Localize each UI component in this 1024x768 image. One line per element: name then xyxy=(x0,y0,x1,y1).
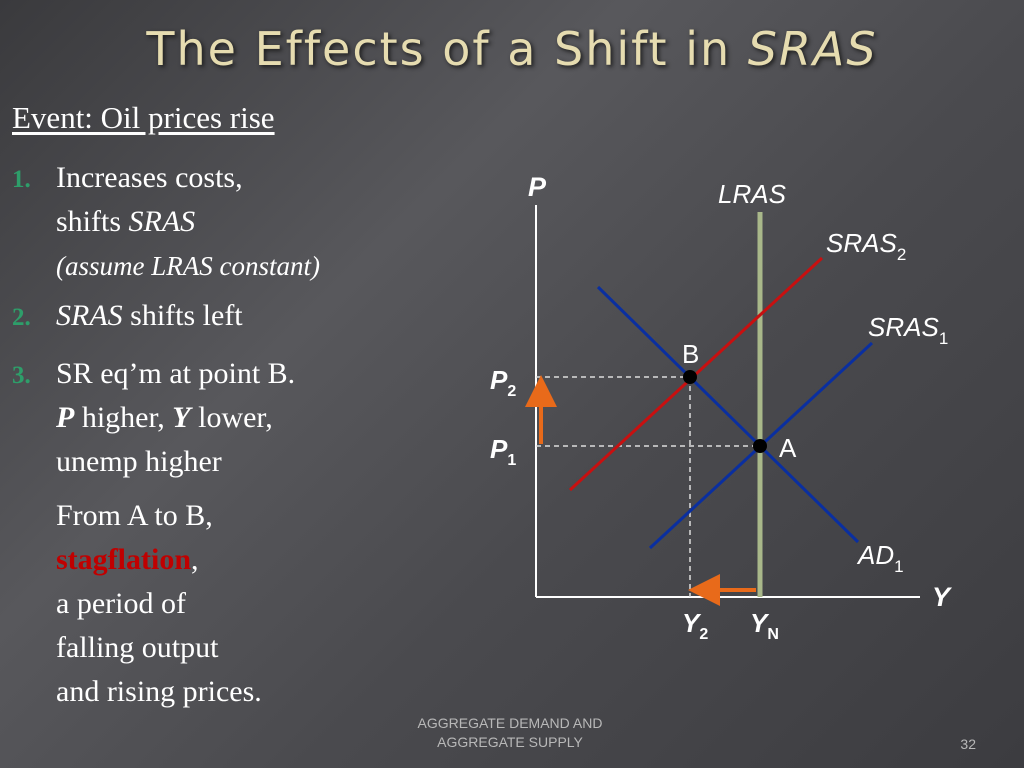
axis-p-label: P xyxy=(528,172,547,202)
list-number-2: 2. xyxy=(12,304,31,331)
p2-sub: 2 xyxy=(507,383,516,400)
ad1-curve xyxy=(596,285,860,544)
sras1-main: SRAS xyxy=(868,312,939,342)
y2-label: Y2 xyxy=(682,608,708,643)
conclusion-text: From A to B, stagflation, a period of fa… xyxy=(56,494,262,714)
ad1-label: AD1 xyxy=(856,540,904,576)
list-number-1: 1. xyxy=(12,166,31,193)
p1-label: P1 xyxy=(490,434,516,469)
footer-line2: AGGREGATE SUPPLY xyxy=(437,734,583,750)
item1-line3: (assume LRAS constant) xyxy=(56,251,320,281)
y2-sub: 2 xyxy=(699,626,708,643)
footer-line1: AGGREGATE DEMAND AND xyxy=(417,715,603,731)
point-b-label: B xyxy=(682,339,699,369)
item3-line2: P higher, Y lower, xyxy=(56,396,295,440)
item3-mid: higher, xyxy=(74,401,173,434)
axis-y-label: Y xyxy=(932,582,953,612)
ad1-sub: 1 xyxy=(894,557,903,576)
conclusion-line4: falling output xyxy=(56,631,219,664)
slide-title-italic: SRAS xyxy=(747,22,878,76)
page-number: 32 xyxy=(960,736,976,752)
point-a-dot xyxy=(753,439,767,453)
item2-sras: SRAS xyxy=(56,299,123,332)
stagflation-highlight: stagflation xyxy=(56,543,191,576)
conclusion-line5: and rising prices. xyxy=(56,675,262,708)
event-heading: Event: Oil prices rise xyxy=(12,100,275,135)
point-b-dot xyxy=(683,370,697,384)
yn-main: Y xyxy=(750,608,770,638)
sras2-main: SRAS xyxy=(826,228,897,258)
item1-sras: SRAS xyxy=(128,205,196,238)
point-a-label: A xyxy=(779,433,797,463)
slide-title-text: The Effects of a Shift in xyxy=(146,22,748,76)
slide-title: The Effects of a Shift in SRAS xyxy=(0,22,1024,76)
list-text-2: SRAS shifts left xyxy=(56,294,243,338)
lras-label: LRAS xyxy=(718,179,787,209)
list-number-3: 3. xyxy=(12,362,31,389)
sras1-sub: 1 xyxy=(939,329,948,348)
y2-main: Y xyxy=(682,608,702,638)
item1-line1: Increases costs, xyxy=(56,161,243,194)
conclusion-comma: , xyxy=(191,543,199,576)
item3-line1: SR eq’m at point B. xyxy=(56,357,296,390)
slide-footer: AGGREGATE DEMAND AND AGGREGATE SUPPLY xyxy=(380,714,640,752)
item2-text: shifts left xyxy=(122,299,243,332)
item3-p: P xyxy=(56,401,75,434)
conclusion-line3: a period of xyxy=(56,587,186,620)
item3-y: Y xyxy=(172,401,191,434)
list-text-3: SR eq’m at point B. P higher, Y lower, u… xyxy=(56,352,295,484)
p2-main: P xyxy=(490,365,508,395)
yn-label: YN xyxy=(750,608,779,643)
p1-main: P xyxy=(490,434,508,464)
sras1-label: SRAS1 xyxy=(868,312,948,348)
yn-sub: N xyxy=(767,626,779,643)
item1-line2-prefix: shifts xyxy=(56,205,129,238)
item3-end: lower, xyxy=(190,401,273,434)
conclusion-line2: stagflation, xyxy=(56,538,262,582)
ad1-main: AD xyxy=(856,540,894,570)
item3-line3: unemp higher xyxy=(56,445,222,478)
p2-label: P2 xyxy=(490,365,516,400)
sras2-label: SRAS2 xyxy=(826,228,906,264)
sras2-sub: 2 xyxy=(897,245,906,264)
p1-sub: 1 xyxy=(507,452,516,469)
item1-line2: shifts SRAS xyxy=(56,200,320,244)
conclusion-line1: From A to B, xyxy=(56,499,213,532)
list-text-1: Increases costs, shifts SRAS (assume LRA… xyxy=(56,156,320,288)
